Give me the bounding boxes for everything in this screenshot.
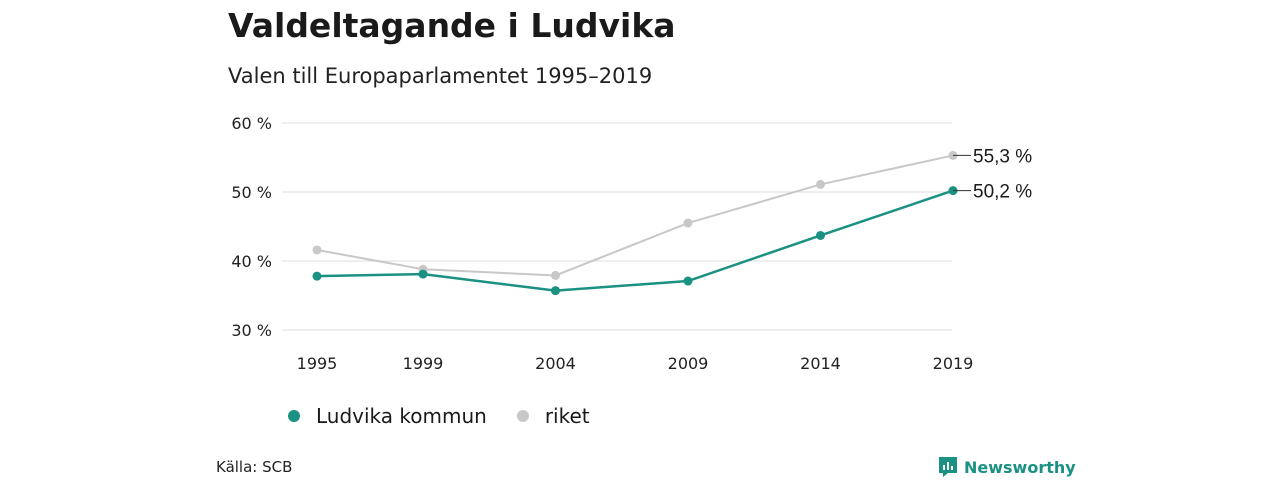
x-tick-label: 2009	[668, 354, 709, 373]
y-tick-label: 60 %	[231, 114, 272, 133]
data-point-ludvika	[312, 271, 322, 281]
series-line-riket	[316, 154, 954, 277]
chart-subtitle: Valen till Europaparlamentet 1995–2019	[228, 64, 653, 88]
data-point-riket	[312, 245, 322, 255]
x-tick-label: 2014	[800, 354, 841, 373]
x-tick-label: 2004	[535, 354, 576, 373]
legend-label-riket: riket	[544, 404, 590, 428]
x-tick-label: 1999	[403, 354, 444, 373]
brand-logo: Newsworthy	[938, 456, 1076, 478]
line-chart: 30 % 40 % 50 % 60 % 1995 1999 2004 2009 2014 2019…	[231, 114, 1032, 373]
data-point-ludvika	[683, 276, 693, 286]
series-line-ludvika	[316, 189, 954, 292]
end-label-ludvika: 50,2 %	[973, 182, 1032, 203]
legend-marker-riket	[516, 410, 529, 422]
source-note: Källa: SCB	[216, 458, 293, 476]
legend-item-riket: riket	[516, 404, 590, 428]
legend-marker-ludvika	[288, 410, 300, 422]
legend-item-ludvika: Ludvika kommun	[288, 404, 487, 428]
newsworthy-icon	[939, 457, 957, 477]
x-tick-label: 2019	[933, 354, 974, 373]
y-tick-label: 30 %	[231, 321, 272, 340]
data-point-riket	[683, 218, 693, 228]
data-point-ludvika	[551, 286, 560, 296]
data-point-riket	[551, 270, 560, 280]
legend: Ludvika kommun riket	[288, 404, 620, 428]
end-label-riket: 55,3 %	[973, 146, 1032, 167]
brand-name: Newsworthy	[964, 457, 1076, 477]
legend-label-ludvika: Ludvika kommun	[316, 404, 487, 428]
y-tick-label: 50 %	[231, 183, 272, 202]
data-point-riket	[816, 179, 825, 189]
chart-title: Valdeltagande i Ludvika	[228, 6, 676, 45]
x-tick-label: 1995	[297, 354, 338, 373]
y-tick-label: 40 %	[231, 252, 272, 271]
data-point-ludvika	[418, 269, 428, 279]
data-point-ludvika	[816, 230, 825, 240]
